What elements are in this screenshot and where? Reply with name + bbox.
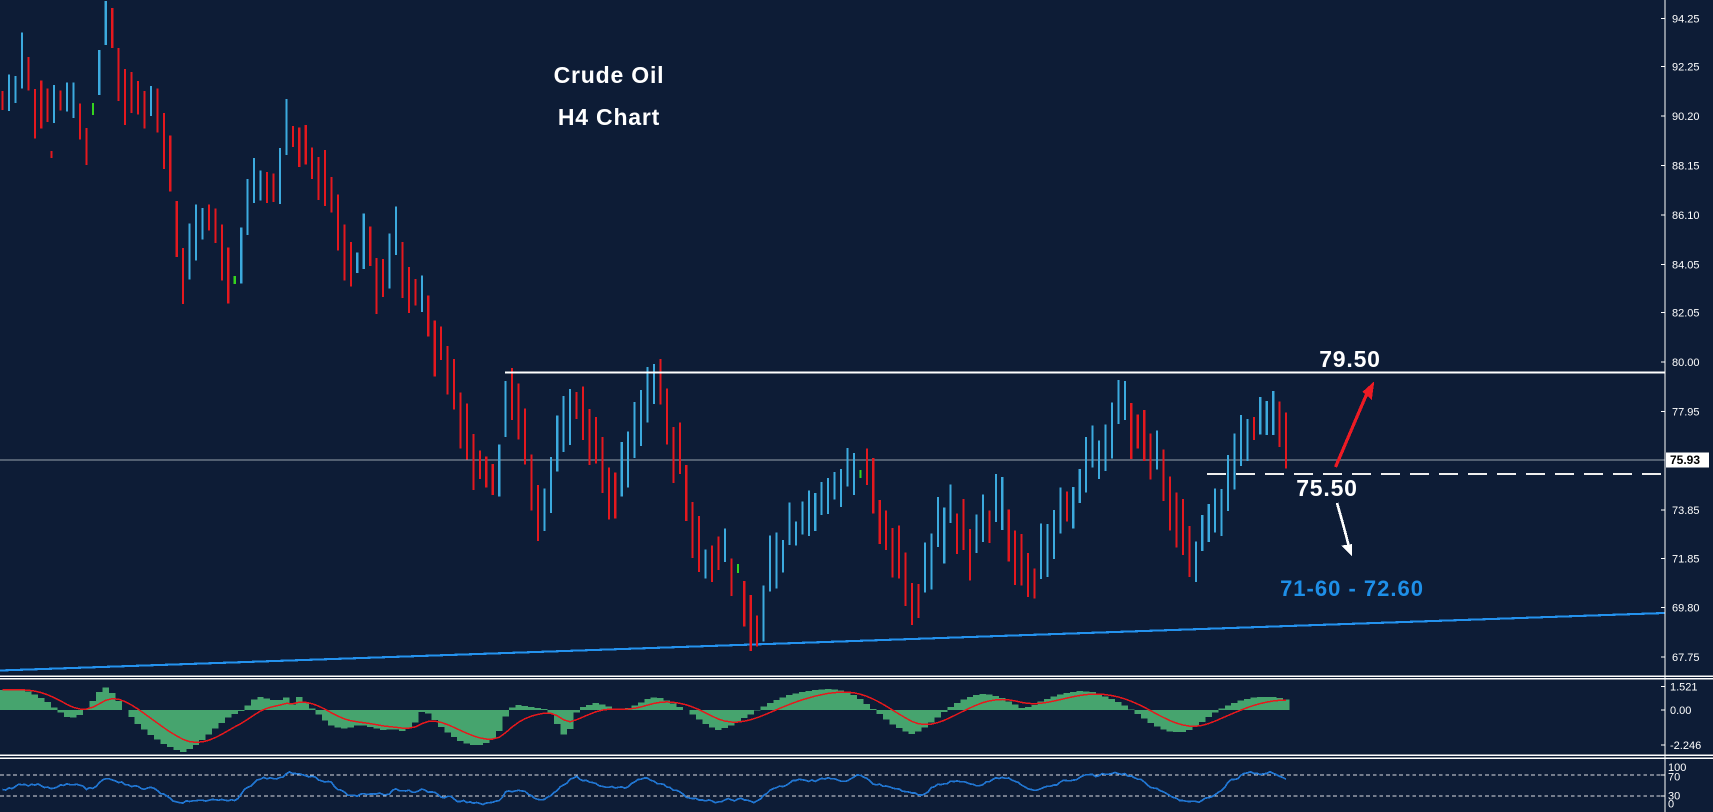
svg-text:88.15: 88.15 [1672,161,1700,173]
svg-text:79.50: 79.50 [1319,346,1381,372]
svg-text:75.50: 75.50 [1296,475,1358,501]
svg-text:77.95: 77.95 [1672,406,1700,418]
svg-text:70: 70 [1668,772,1680,784]
svg-text:100: 100 [1668,762,1686,774]
svg-text:90.20: 90.20 [1672,111,1700,123]
svg-text:92.25: 92.25 [1672,62,1700,74]
svg-text:71-60 - 72.60: 71-60 - 72.60 [1280,576,1424,601]
svg-text:1.521: 1.521 [1670,682,1698,694]
svg-text:H4 Chart: H4 Chart [558,104,660,130]
svg-text:94.25: 94.25 [1672,14,1700,26]
svg-text:30: 30 [1668,791,1680,803]
svg-text:84.05: 84.05 [1672,259,1700,271]
svg-text:0: 0 [1668,799,1674,811]
svg-text:73.85: 73.85 [1672,505,1700,517]
svg-text:82.05: 82.05 [1672,308,1700,320]
svg-text:0.00: 0.00 [1670,705,1691,717]
svg-text:71.85: 71.85 [1672,553,1700,565]
svg-text:-2.246: -2.246 [1670,740,1701,752]
svg-text:69.80: 69.80 [1672,603,1700,615]
svg-text:86.10: 86.10 [1672,210,1700,222]
svg-text:Crude Oil: Crude Oil [554,62,665,88]
svg-text:80.00: 80.00 [1672,357,1700,369]
svg-text:75.93: 75.93 [1670,453,1700,467]
svg-text:67.75: 67.75 [1672,652,1700,664]
